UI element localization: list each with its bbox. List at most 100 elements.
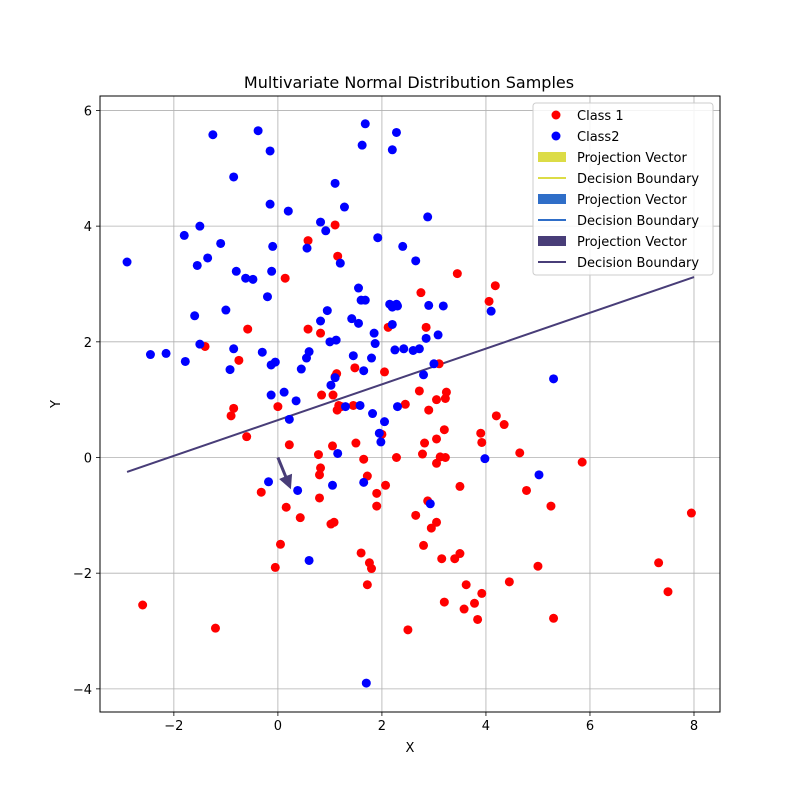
point-class2 xyxy=(283,206,293,216)
point-class-1 xyxy=(295,513,305,523)
point-class2 xyxy=(369,328,379,338)
point-class2 xyxy=(122,257,132,267)
point-class2 xyxy=(486,306,496,316)
point-class-1 xyxy=(437,554,447,564)
point-class-1 xyxy=(477,588,487,598)
point-class-1 xyxy=(414,386,424,396)
point-class-1 xyxy=(210,623,220,633)
point-class-1 xyxy=(316,328,326,338)
point-class-1 xyxy=(504,577,514,587)
projection-vector-arrow xyxy=(276,456,293,490)
point-class2 xyxy=(266,390,276,400)
point-class-1 xyxy=(419,540,429,550)
point-class2 xyxy=(316,316,326,326)
x-tick-label: 0 xyxy=(274,719,282,734)
point-class-1 xyxy=(459,604,469,614)
point-class-1 xyxy=(421,322,431,332)
point-class-1 xyxy=(333,251,343,261)
point-class-1 xyxy=(329,517,339,527)
point-class2 xyxy=(180,356,190,366)
point-class2 xyxy=(257,347,267,357)
point-class-1 xyxy=(229,403,239,413)
point-class-1 xyxy=(281,502,291,512)
y-axis-ticks: −4 −2 0 2 4 6 xyxy=(73,104,100,698)
point-class2 xyxy=(179,230,189,240)
point-class2 xyxy=(387,145,397,155)
point-class2 xyxy=(354,318,364,328)
point-class2 xyxy=(322,306,332,316)
point-class2 xyxy=(391,127,401,137)
point-class2 xyxy=(387,319,397,329)
decision-boundary-layer xyxy=(126,276,695,473)
y-tick-label: −4 xyxy=(73,683,92,698)
point-class2 xyxy=(316,217,326,227)
point-class-1 xyxy=(372,488,382,498)
point-class-1 xyxy=(362,580,372,590)
legend: Class 1 Class2 Projection Vector Decision B… xyxy=(532,102,714,276)
point-class2 xyxy=(429,359,439,369)
point-class2 xyxy=(376,437,386,447)
point-class2 xyxy=(367,353,377,363)
point-class-1 xyxy=(314,470,324,480)
legend-label: Projection Vector xyxy=(577,193,687,208)
point-class2 xyxy=(304,347,314,357)
point-class-1 xyxy=(380,367,390,377)
point-class-1 xyxy=(577,457,587,467)
point-class-1 xyxy=(403,625,413,635)
point-class-1 xyxy=(256,487,266,497)
point-class2 xyxy=(357,140,367,150)
x-tick-label: −2 xyxy=(164,719,183,734)
point-class-1 xyxy=(270,562,280,572)
point-class2 xyxy=(399,344,409,354)
point-class2 xyxy=(279,387,289,397)
point-class-1 xyxy=(477,437,487,447)
point-class2 xyxy=(438,301,448,311)
point-class-1 xyxy=(490,281,500,291)
point-class2 xyxy=(339,202,349,212)
point-class2 xyxy=(361,678,371,688)
point-class-1 xyxy=(351,438,361,448)
point-class-1 xyxy=(317,390,327,400)
point-class-1 xyxy=(473,614,483,624)
point-class2 xyxy=(241,273,251,283)
point-class2 xyxy=(390,345,400,355)
point-class2 xyxy=(267,266,277,276)
y-tick-label: 4 xyxy=(84,220,92,235)
decision-boundary-line xyxy=(126,276,695,473)
point-class-1 xyxy=(426,523,436,533)
point-class2 xyxy=(359,366,369,376)
x-tick-label: 4 xyxy=(482,719,490,734)
point-class2 xyxy=(268,241,278,251)
point-class-1 xyxy=(411,510,421,520)
legend-marker-patch xyxy=(538,152,566,162)
point-class-1 xyxy=(476,428,486,438)
legend-label: Decision Boundary xyxy=(577,172,699,187)
point-class-1 xyxy=(330,220,340,230)
legend-label: Decision Boundary xyxy=(577,256,699,271)
scatter-points xyxy=(122,119,696,688)
point-class-1 xyxy=(381,480,391,490)
point-class-1 xyxy=(367,564,377,574)
point-class2 xyxy=(480,454,490,464)
point-class2 xyxy=(161,348,171,358)
legend-label: Projection Vector xyxy=(577,235,687,250)
point-class-1 xyxy=(663,587,673,597)
legend-items: Class 1 Class2 Projection Vector Decision B… xyxy=(538,109,699,271)
axes-frame xyxy=(99,95,721,713)
point-class2 xyxy=(195,339,205,349)
point-class-1 xyxy=(138,600,148,610)
point-class-1 xyxy=(313,450,323,460)
point-class2 xyxy=(221,305,231,315)
point-class-1 xyxy=(284,440,294,450)
point-class-1 xyxy=(499,420,509,430)
point-class-1 xyxy=(432,517,442,527)
point-class2 xyxy=(326,380,336,390)
point-class2 xyxy=(335,258,345,268)
point-class-1 xyxy=(455,481,465,491)
point-class-1 xyxy=(522,485,532,495)
point-class-1 xyxy=(359,454,369,464)
point-class-1 xyxy=(461,580,471,590)
legend-frame xyxy=(532,102,714,276)
point-class-1 xyxy=(533,561,543,571)
legend-label: Decision Boundary xyxy=(577,214,699,229)
